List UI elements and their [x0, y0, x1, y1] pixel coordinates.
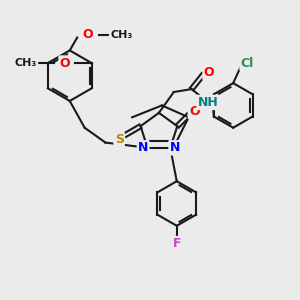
Text: O: O — [189, 105, 200, 118]
Text: S: S — [115, 133, 124, 146]
Text: O: O — [82, 28, 93, 41]
Text: NH: NH — [198, 96, 218, 109]
Text: O: O — [203, 66, 214, 79]
Text: Cl: Cl — [241, 57, 254, 70]
Text: N: N — [138, 141, 148, 154]
Text: F: F — [172, 237, 181, 250]
Text: CH₃: CH₃ — [110, 30, 132, 40]
Text: CH₃: CH₃ — [15, 58, 37, 68]
Text: O: O — [60, 57, 70, 70]
Text: N: N — [169, 141, 180, 154]
